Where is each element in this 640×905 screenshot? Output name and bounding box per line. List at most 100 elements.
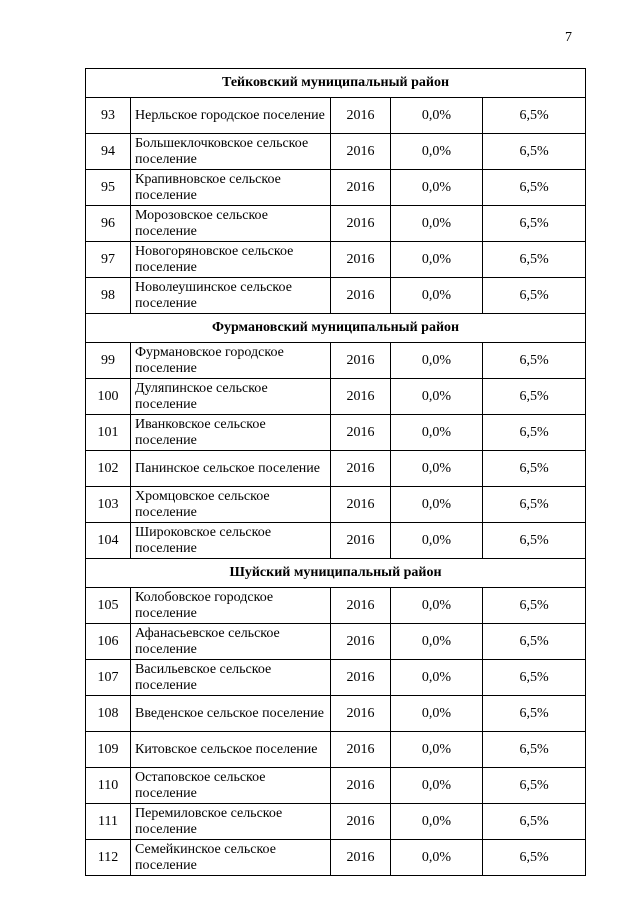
year-cell: 2016 [330, 133, 391, 170]
row-number-cell: 94 [85, 133, 131, 170]
table-row: 98 Новолеушинское сельское поселение 2016 0… [85, 277, 587, 314]
row-number-cell: 95 [85, 169, 131, 206]
settlement-name-cell: Иванковское сельское поселение [130, 414, 331, 451]
year-cell: 2016 [330, 695, 391, 732]
settlement-name-cell: Хромцовское сельское поселение [130, 486, 331, 523]
rate-second-cell: 6,5% [481, 97, 587, 134]
settlement-name-cell: Афанасьевское сельское поселение [130, 623, 331, 660]
row-number-cell: 93 [85, 97, 131, 134]
rate-first-cell: 0,0% [390, 695, 483, 732]
year-cell: 2016 [330, 97, 391, 134]
rate-first-cell: 0,0% [390, 659, 483, 696]
settlement-name-cell: Морозовское сельское поселение [130, 205, 331, 242]
rate-first-cell: 0,0% [390, 767, 483, 804]
row-number-cell: 107 [85, 659, 131, 696]
section-title: Фурмановский муниципальный район [84, 313, 587, 343]
section-title: Тейковский муниципальный район [84, 68, 587, 98]
table-row: 95 Крапивновское сельское поселение 2016 0,… [85, 169, 587, 206]
rate-first-cell: 0,0% [390, 169, 483, 206]
settlement-name-cell: Перемиловское сельское поселение [130, 803, 331, 840]
rate-first-cell: 0,0% [390, 378, 483, 415]
rate-first-cell: 0,0% [390, 241, 483, 278]
rate-first-cell: 0,0% [390, 133, 483, 170]
row-number-cell: 108 [85, 695, 131, 732]
table-row: 96 Морозовское сельское поселение 2016 0,0%… [85, 205, 587, 242]
table-row: 104 Широковское сельское поселение 2016 0,0… [85, 522, 587, 559]
year-cell: 2016 [330, 803, 391, 840]
settlement-name-cell: Крапивновское сельское поселение [130, 169, 331, 206]
year-cell: 2016 [330, 205, 391, 242]
rate-second-cell: 6,5% [481, 241, 587, 278]
settlement-name-cell: Дуляпинское сельское поселение [130, 378, 331, 415]
year-cell: 2016 [330, 587, 391, 624]
table-row: 93 Нерльское городское поселение 2016 0,0% 6… [85, 97, 587, 134]
settlement-name-cell: Панинское сельское поселение [130, 450, 331, 487]
rate-second-cell: 6,5% [481, 277, 587, 314]
rate-second-cell: 6,5% [481, 839, 587, 876]
rate-first-cell: 0,0% [390, 623, 483, 660]
settlement-name-cell: Новогоряновское сельское поселение [130, 241, 331, 278]
section-header-row: Шуйский муниципальный район [84, 558, 587, 588]
rate-first-cell: 0,0% [390, 277, 483, 314]
rate-first-cell: 0,0% [390, 731, 483, 768]
rate-second-cell: 6,5% [481, 659, 587, 696]
rate-first-cell: 0,0% [390, 450, 483, 487]
year-cell: 2016 [330, 839, 391, 876]
settlement-name-cell: Колобовское городское поселение [130, 587, 331, 624]
row-number-cell: 96 [85, 205, 131, 242]
year-cell: 2016 [330, 767, 391, 804]
table-row: 106 Афанасьевское сельское поселение 2016 0… [85, 623, 587, 660]
settlement-name-cell: Большеклочковское сельское поселение [130, 133, 331, 170]
year-cell: 2016 [330, 623, 391, 660]
table-row: 97 Новогоряновское сельское поселение 2016… [85, 241, 587, 278]
row-number-cell: 112 [85, 839, 131, 876]
row-number-cell: 105 [85, 587, 131, 624]
settlement-name-cell: Новолеушинское сельское поселение [130, 277, 331, 314]
row-number-cell: 102 [85, 450, 131, 487]
year-cell: 2016 [330, 277, 391, 314]
settlement-name-cell: Нерльское городское поселение [130, 97, 331, 134]
settlement-name-cell: Васильевское сельское поселение [130, 659, 331, 696]
year-cell: 2016 [330, 731, 391, 768]
page-number: 7 [565, 30, 572, 45]
year-cell: 2016 [330, 342, 391, 379]
table-row: 99 Фурмановское городское поселение 2016 0,… [85, 342, 587, 379]
settlements-table: Тейковский муниципальный район 93 Нерльско… [84, 68, 587, 876]
table-row: 109 Китовское сельское поселение 2016 0,0% 6… [85, 731, 587, 768]
rate-first-cell: 0,0% [390, 803, 483, 840]
rate-first-cell: 0,0% [390, 839, 483, 876]
table-row: 94 Большеклочковское сельское поселение 20… [85, 133, 587, 170]
settlement-name-cell: Введенское сельское поселение [130, 695, 331, 732]
section-header-row: Тейковский муниципальный район [84, 68, 587, 98]
rate-second-cell: 6,5% [481, 695, 587, 732]
row-number-cell: 100 [85, 378, 131, 415]
row-number-cell: 97 [85, 241, 131, 278]
row-number-cell: 111 [85, 803, 131, 840]
rate-second-cell: 6,5% [481, 803, 587, 840]
table-row: 108 Введенское сельское поселение 2016 0,0%… [85, 695, 587, 732]
settlement-name-cell: Семейкинское сельское поселение [130, 839, 331, 876]
row-number-cell: 104 [85, 522, 131, 559]
table-row: 111 Перемиловское сельское поселение 2016 0… [85, 803, 587, 840]
rate-first-cell: 0,0% [390, 486, 483, 523]
rate-second-cell: 6,5% [481, 342, 587, 379]
rate-first-cell: 0,0% [390, 414, 483, 451]
table-row: 112 Семейкинское сельское поселение 2016 0,… [85, 839, 587, 876]
rate-second-cell: 6,5% [481, 378, 587, 415]
settlement-name-cell: Широковское сельское поселение [130, 522, 331, 559]
rate-first-cell: 0,0% [390, 522, 483, 559]
rate-first-cell: 0,0% [390, 97, 483, 134]
rate-second-cell: 6,5% [481, 414, 587, 451]
rate-second-cell: 6,5% [481, 205, 587, 242]
rate-first-cell: 0,0% [390, 205, 483, 242]
settlement-name-cell: Китовское сельское поселение [130, 731, 331, 768]
row-number-cell: 109 [85, 731, 131, 768]
row-number-cell: 103 [85, 486, 131, 523]
year-cell: 2016 [330, 522, 391, 559]
row-number-cell: 110 [85, 767, 131, 804]
year-cell: 2016 [330, 169, 391, 206]
row-number-cell: 101 [85, 414, 131, 451]
rate-second-cell: 6,5% [481, 731, 587, 768]
settlement-name-cell: Фурмановское городское поселение [130, 342, 331, 379]
year-cell: 2016 [330, 414, 391, 451]
